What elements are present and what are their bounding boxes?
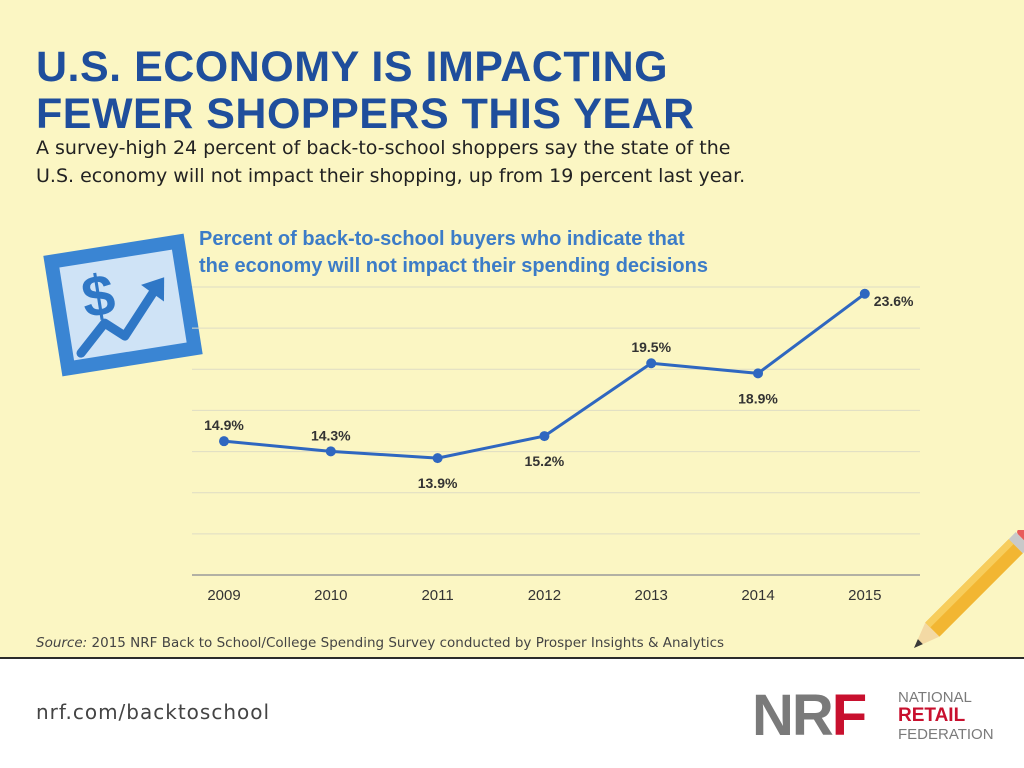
page-title: U.S. ECONOMY IS IMPACTING FEWER SHOPPERS… [36,44,695,138]
data-point [325,446,336,457]
data-label: 18.9% [738,390,778,406]
nrf-logo-line-3: FEDERATION [898,726,994,743]
x-tick-label: 2013 [635,587,668,604]
title-line-1: U.S. ECONOMY IS IMPACTING [36,43,669,91]
data-point [753,368,763,379]
chart-series [219,288,870,464]
data-label: 15.2% [525,453,565,469]
x-tick-label: 2009 [207,587,240,604]
title-line-2: FEWER SHOPPERS THIS YEAR [36,90,695,138]
chart-data-labels: 14.9% 14.3% 13.9% 15.2% 19.5% 18.9% 23.6% [204,293,914,491]
x-tick-label: 2014 [741,587,774,604]
data-point [432,453,443,464]
pencil-icon [914,530,1024,648]
nrf-logo-wordmark: NATIONAL RETAIL FEDERATION [898,689,994,743]
x-tick-label: 2015 [848,587,881,604]
infographic-panel: U.S. ECONOMY IS IMPACTING FEWER SHOPPERS… [0,0,1024,659]
footer-url-link[interactable]: nrf.com/backtoschool [36,700,271,724]
data-label: 23.6% [874,293,914,309]
nrf-logo-line-1: NATIONAL [898,689,972,706]
data-point [539,431,550,442]
nrf-logo-mark-red: F [831,683,867,748]
subtitle-line-2: U.S. economy will not impact their shopp… [36,165,746,187]
nrf-logo-mark: NRF [752,687,867,745]
x-tick-label: 2011 [421,587,453,604]
subtitle-line-1: A survey-high 24 percent of back-to-scho… [36,137,731,159]
dollar-growth-icon: $ [43,233,203,377]
source-note: Source: 2015 NRF Back to School/College … [36,635,724,651]
source-label: Source: [36,635,88,651]
nrf-logo[interactable]: NRF NATIONAL RETAIL FEDERATION [752,687,1002,745]
data-label: 13.9% [418,475,458,491]
data-point [859,288,870,299]
chart-gridlines [192,286,920,576]
x-tick-label: 2012 [528,587,561,604]
line-chart: 14.9% 14.3% 13.9% 15.2% 19.5% 18.9% 23.6% 2009… [192,286,920,604]
data-point [646,358,657,369]
chart-title-line-2: the economy will not impact their spendi… [199,255,708,277]
chart-title: Percent of back-to-school buyers who ind… [199,226,708,280]
data-point [219,436,229,447]
data-label: 14.3% [311,427,351,443]
source-text: 2015 NRF Back to School/College Spending… [87,635,725,651]
nrf-logo-mark-gray: NR [752,683,834,748]
nrf-logo-line-2: RETAIL [898,705,966,726]
chart-title-line-1: Percent of back-to-school buyers who ind… [199,228,685,250]
x-tick-label: 2010 [314,587,347,604]
data-label: 14.9% [204,417,244,433]
data-label: 19.5% [631,339,671,355]
page-subtitle: A survey-high 24 percent of back-to-scho… [36,134,816,190]
chart-x-ticks: 2009 2010 2011 2012 2013 2014 2015 [207,587,881,604]
